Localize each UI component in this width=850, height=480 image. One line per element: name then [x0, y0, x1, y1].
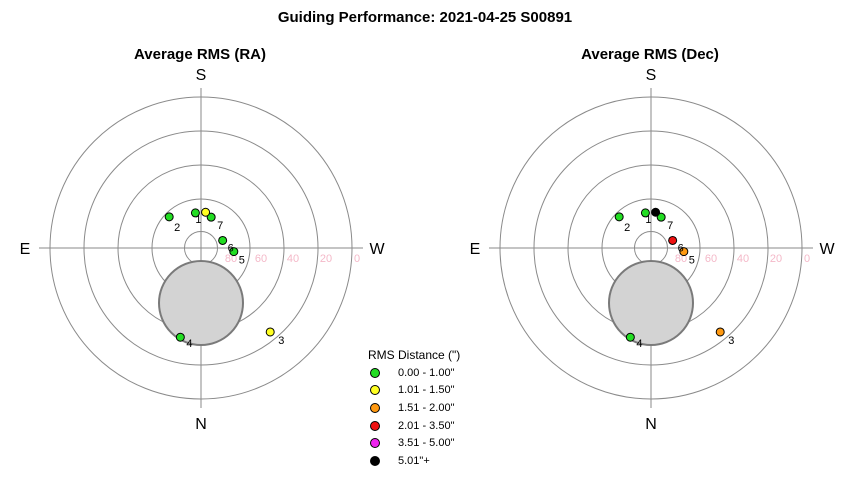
- ra-point: [164, 212, 174, 222]
- legend-marker: [370, 367, 380, 378]
- ra-point: [201, 207, 211, 217]
- ra-point: [175, 332, 185, 342]
- ra-altitude-tick-label: 40: [287, 253, 299, 265]
- legend-label: 1.01 - 1.50": [398, 384, 455, 397]
- ra-compass-top: S: [196, 67, 207, 84]
- ra-point: [190, 208, 200, 218]
- ra-compass-bottom: N: [195, 416, 207, 433]
- dec-point: [656, 212, 666, 222]
- legend-entry: 3.51 - 5.00": [368, 434, 488, 452]
- dec-compass-right: W: [819, 241, 835, 258]
- dec-point-label: 2: [624, 222, 630, 234]
- legend-entry: 5.01"+: [368, 452, 488, 470]
- legend-marker: [370, 385, 380, 396]
- ra-point-label: 7: [217, 220, 223, 232]
- dec-point-label: 3: [728, 335, 734, 347]
- ra-altitude-tick-label: 60: [255, 253, 267, 265]
- dec-altitude-tick-label: 0: [804, 253, 810, 265]
- legend-label: 5.01"+: [398, 454, 430, 467]
- legend-title: RMS Distance ("): [368, 348, 461, 362]
- legend-entry: 0.00 - 1.00": [368, 364, 488, 382]
- legend-marker: [370, 402, 380, 413]
- dec-compass-left: E: [470, 241, 481, 258]
- ra-point-label: 4: [186, 338, 192, 350]
- ra-point-label: 6: [228, 242, 234, 254]
- legend-marker: [370, 455, 380, 466]
- ra-point: [218, 235, 228, 245]
- legend-label: 1.51 - 2.00": [398, 401, 455, 414]
- dec-obstruction-disc: [608, 260, 694, 346]
- dec-point-label: 5: [689, 255, 695, 267]
- legend-label: 2.01 - 3.50": [398, 419, 455, 432]
- ra-panel-title: Average RMS (RA): [134, 46, 266, 63]
- dec-point: [651, 207, 661, 217]
- ra-compass-right: W: [369, 241, 385, 258]
- legend: RMS Distance (") 0.00 - 1.00" 1.01 - 1.50…: [368, 348, 488, 470]
- ra-point: [229, 247, 239, 257]
- dec-altitude-tick-label: 20: [770, 253, 782, 265]
- dec-point: [625, 332, 635, 342]
- ra-point-label: 2: [174, 222, 180, 234]
- ra-altitude-tick-label: 20: [320, 253, 332, 265]
- ra-point-label: 3: [278, 335, 284, 347]
- dec-point: [715, 327, 725, 337]
- dec-point-label: 7: [667, 220, 673, 232]
- dec-altitude-tick-label: 60: [705, 253, 717, 265]
- dec-altitude-tick-label: 40: [737, 253, 749, 265]
- legend-label: 3.51 - 5.00": [398, 437, 455, 450]
- dec-point-label: 6: [678, 242, 684, 254]
- dec-point: [640, 208, 650, 218]
- legend-marker: [370, 420, 380, 431]
- ra-altitude-tick-label: 0: [354, 253, 360, 265]
- ra-point: [265, 327, 275, 337]
- dec-point-label: 1: [645, 214, 651, 226]
- dec-compass-top: S: [646, 67, 657, 84]
- ra-compass-left: E: [20, 241, 31, 258]
- legend-marker: [370, 438, 380, 449]
- ra-obstruction-disc: [158, 260, 244, 346]
- legend-entry: 2.01 - 3.50": [368, 417, 488, 435]
- dec-panel-title: Average RMS (Dec): [581, 46, 719, 63]
- ra-point-label: 1: [195, 214, 201, 226]
- dec-point: [679, 247, 689, 257]
- dec-point-label: 4: [636, 338, 642, 350]
- dec-compass-bottom: N: [645, 416, 657, 433]
- dec-point: [614, 212, 624, 222]
- dec-point: [668, 235, 678, 245]
- legend-entry: 1.01 - 1.50": [368, 382, 488, 400]
- legend-entry: 1.51 - 2.00": [368, 399, 488, 417]
- chart-main-title: Guiding Performance: 2021-04-25 S00891: [277, 9, 573, 26]
- ra-point-label: 5: [239, 255, 245, 267]
- legend-label: 0.00 - 1.00": [398, 366, 455, 379]
- ra-point: [206, 212, 216, 222]
